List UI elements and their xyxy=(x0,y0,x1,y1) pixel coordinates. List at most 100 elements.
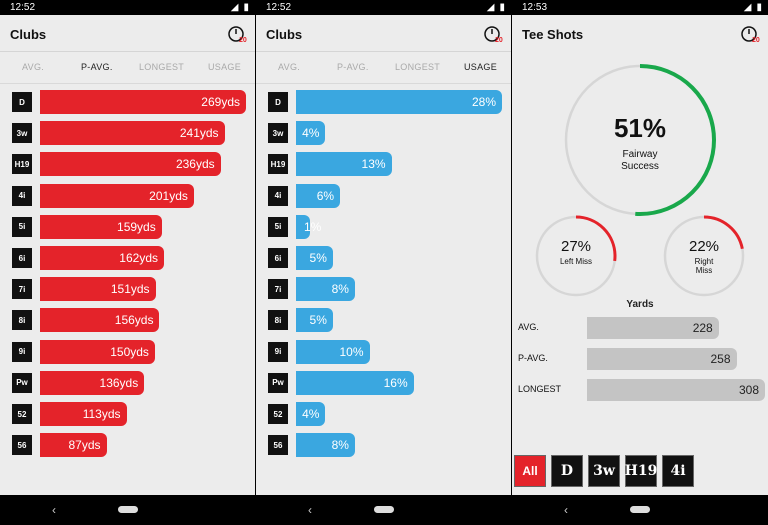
club-value-bar: 10% xyxy=(296,339,370,364)
status-time: 12:52 xyxy=(10,2,36,13)
fairway-ring-progress xyxy=(564,64,716,216)
yards-bar: 258 xyxy=(587,348,737,370)
tab-longest[interactable]: LONGEST xyxy=(139,62,185,72)
tab-longest[interactable]: LONGEST xyxy=(395,62,441,72)
right-miss-ring-progress xyxy=(663,215,745,297)
status-time: 12:52 xyxy=(266,2,292,13)
timer-icon[interactable]: 20 xyxy=(740,24,760,44)
yards-title: Yards xyxy=(626,299,654,310)
club-value-bar: 159yds xyxy=(40,214,162,239)
timer-icon[interactable]: 20 xyxy=(483,24,503,44)
club-badge: 7i xyxy=(268,279,288,300)
club-row: 7i 151yds xyxy=(0,277,255,302)
yards-row-pavg: P-AVG. 258 xyxy=(512,348,768,370)
club-value-bar: 8% xyxy=(296,277,355,302)
club-value-bar: 113yds xyxy=(40,402,127,426)
filter-all-button[interactable]: All xyxy=(514,455,546,487)
tab-pavg[interactable]: P-AVG. xyxy=(81,62,113,72)
filter-3w-button[interactable]: 3w xyxy=(588,455,620,487)
club-row: 52 4% xyxy=(256,402,511,426)
club-value-bar: 87yds xyxy=(40,433,107,458)
club-badge: Pw xyxy=(12,372,32,393)
app-bar: Clubs 20 xyxy=(256,15,511,52)
timer-icon[interactable]: 20 xyxy=(227,24,247,44)
club-value-bar: 6% xyxy=(296,183,341,208)
club-badge: H19 xyxy=(12,154,32,175)
club-row: 5i 159yds xyxy=(0,214,255,239)
club-value-bar: 151yds xyxy=(40,277,156,302)
club-badge: 4i xyxy=(268,185,288,206)
back-icon[interactable]: ‹ xyxy=(308,503,312,517)
filter-4i-button[interactable]: 4i xyxy=(662,455,694,487)
left-miss-label: Left Miss xyxy=(559,257,592,266)
home-button[interactable] xyxy=(630,506,650,513)
club-row: 4i 6% xyxy=(256,183,511,208)
back-icon[interactable]: ‹ xyxy=(564,503,568,517)
status-time: 12:53 xyxy=(522,2,548,13)
right-miss-value: 22% xyxy=(688,238,720,255)
svg-text:20: 20 xyxy=(495,37,503,44)
svg-text:20: 20 xyxy=(752,37,760,44)
tab-pavg[interactable]: P-AVG. xyxy=(337,62,369,72)
club-badge: 9i xyxy=(268,341,288,362)
stat-tabs: AVG. P-AVG. LONGEST USAGE xyxy=(256,52,511,84)
page-title: Clubs xyxy=(266,27,303,42)
club-value-bar: 4% xyxy=(296,121,326,146)
club-badge: 7i xyxy=(12,279,32,300)
home-button[interactable] xyxy=(118,506,138,513)
svg-text:20: 20 xyxy=(239,37,247,44)
ring-charts xyxy=(535,64,745,297)
tab-usage[interactable]: USAGE xyxy=(464,62,498,72)
club-value-bar: 5% xyxy=(296,308,333,333)
tab-avg[interactable]: AVG. xyxy=(278,62,301,72)
club-row: 4i 201yds xyxy=(0,183,255,208)
club-value-bar: 156yds xyxy=(40,308,160,333)
club-row: 56 8% xyxy=(256,433,511,458)
club-row: Pw 136yds xyxy=(0,370,255,395)
club-badge: H19 xyxy=(268,154,288,175)
club-badge: 56 xyxy=(268,435,288,456)
left-miss-value: 27% xyxy=(560,238,592,255)
club-badge: 52 xyxy=(12,404,32,424)
filter-d-button[interactable]: D xyxy=(551,455,583,487)
yards-bar: 308 xyxy=(587,379,765,401)
page-title: Tee Shots xyxy=(522,27,584,42)
club-row: 7i 8% xyxy=(256,277,511,302)
tab-avg[interactable]: AVG. xyxy=(22,62,45,72)
club-value-bar: 136yds xyxy=(40,370,145,395)
club-badge: D xyxy=(12,92,32,112)
club-row: 52 113yds xyxy=(0,402,255,426)
fairway-label-1: Fairway xyxy=(622,149,658,160)
club-row: D 269yds xyxy=(0,90,255,114)
yards-bar: 228 xyxy=(587,317,719,339)
signal-icon: ◢ xyxy=(743,2,752,13)
club-row: 8i 156yds xyxy=(0,308,255,333)
page-title: Clubs xyxy=(10,27,47,42)
tee-shots-screen: 12:53 ◢ ▮ Tee Shots 20 51% Fairway Succe… xyxy=(512,0,768,525)
home-button[interactable] xyxy=(374,506,394,513)
battery-icon: ▮ xyxy=(499,2,505,13)
system-nav-bar: ‹ xyxy=(256,495,511,525)
club-badge: 52 xyxy=(268,404,288,424)
club-value-bar: 241yds xyxy=(40,121,225,146)
clubs-pavg-screen: 12:52 ◢ ▮ Clubs 20 AVG. P-AVG. LONGEST U… xyxy=(0,0,255,525)
club-value-bar: 150yds xyxy=(40,339,155,364)
club-badge: 6i xyxy=(12,248,32,268)
club-value-bar: 28% xyxy=(296,90,502,114)
yards-row-longest: LONGEST 308 xyxy=(512,379,768,401)
stat-tabs: AVG. P-AVG. LONGEST USAGE xyxy=(0,52,255,84)
club-badge: 56 xyxy=(12,435,32,456)
signal-icon: ◢ xyxy=(486,2,495,13)
club-value-bar: 162yds xyxy=(40,246,164,270)
club-row: D 28% xyxy=(256,90,511,114)
yards-row-avg: AVG. 228 xyxy=(512,317,768,339)
club-badge: 4i xyxy=(12,185,32,206)
filter-h19-button[interactable]: H19 xyxy=(625,455,657,487)
clubs-usage-screen: 12:52 ◢ ▮ Clubs 20 AVG. P-AVG. LONGEST U… xyxy=(256,0,511,525)
tab-usage[interactable]: USAGE xyxy=(208,62,242,72)
left-miss-ring-progress xyxy=(535,215,617,297)
club-row: H19 236yds xyxy=(0,152,255,177)
app-bar: Tee Shots 20 xyxy=(512,15,768,52)
club-value-bar: 236yds xyxy=(40,152,221,177)
back-icon[interactable]: ‹ xyxy=(52,503,56,517)
